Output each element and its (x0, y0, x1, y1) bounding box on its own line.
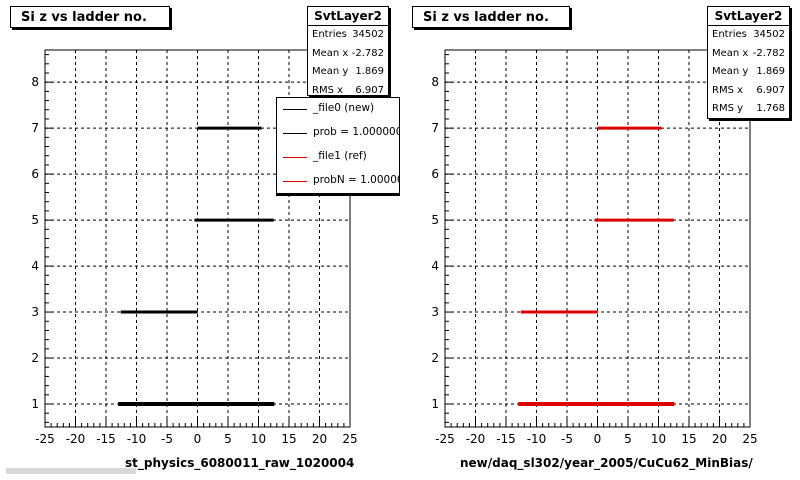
stats-label: RMS x (312, 84, 344, 96)
left-legend: _file0 (new) prob = 1.000000 _file1 (ref… (276, 97, 400, 194)
left-stats-name: SvtLayer2 (308, 7, 388, 26)
stats-value: 6.907 (756, 84, 785, 96)
x-tick-label: -15 (496, 432, 516, 446)
x-tick-label: 5 (624, 432, 632, 446)
x-tick-label: 0 (594, 432, 602, 446)
legend-label: _file0 (new) (313, 102, 375, 114)
right-stats-box: SvtLayer2 Entries 34502 Mean x -2.782 Me… (707, 6, 790, 119)
legend-entry: probN = 1.000000 (277, 170, 399, 192)
x-tick-label: -25 (435, 432, 455, 446)
y-tick-label: 4 (31, 259, 39, 273)
x-tick-label: 10 (651, 432, 666, 446)
x-tick-label: 15 (281, 432, 296, 446)
x-tick-label: -10 (527, 432, 547, 446)
left-x-axis-label: st_physics_6080011_raw_1020004 (125, 456, 355, 470)
legend-label: probN = 1.000000 (313, 174, 399, 186)
x-tick-label: 5 (224, 432, 232, 446)
legend-entry: _file1 (ref) (277, 146, 399, 168)
right-x-axis-label: new/daq_sl302/year_2005/CuCu62_MinBias/ (460, 456, 753, 470)
stats-value: 1.869 (355, 66, 384, 77)
right-stats-row: RMS x 6.907 (708, 82, 789, 101)
left-stats-row: RMS x 6.907 (308, 82, 388, 101)
stats-value: 34502 (352, 29, 384, 40)
y-tick-label: 1 (431, 397, 439, 411)
left-plot-title: Si z vs ladder no. (10, 6, 170, 28)
stats-label: Mean x (312, 47, 349, 59)
y-tick-label: 6 (431, 167, 439, 181)
left-stats-row: Mean x -2.782 (308, 45, 388, 64)
x-tick-label: -10 (127, 432, 147, 446)
x-tick-label: -5 (561, 432, 573, 446)
legend-label: _file1 (ref) (313, 150, 367, 162)
y-tick-label: 5 (31, 213, 39, 227)
stats-label: RMS x (712, 84, 744, 96)
stats-label: Entries (712, 29, 747, 40)
right-stats-row: RMS y 1.768 (708, 100, 789, 119)
x-tick-label: 25 (742, 432, 757, 446)
legend-line-swatch (283, 181, 307, 182)
stats-label: Mean y (712, 66, 749, 77)
left-stats-box: SvtLayer2 Entries 34502 Mean x -2.782 Me… (307, 6, 389, 96)
legend-line-swatch (283, 109, 307, 110)
stats-value: 1.768 (756, 103, 785, 114)
right-stats-row: Mean y 1.869 (708, 63, 789, 82)
stats-label: Mean x (712, 47, 749, 59)
stats-value: -2.782 (752, 47, 785, 59)
legend-line-swatch (283, 133, 307, 134)
stats-label: Mean y (312, 66, 349, 77)
x-tick-label: -25 (35, 432, 55, 446)
footer-timestamp-strip (6, 468, 136, 474)
x-tick-label: 20 (312, 432, 327, 446)
left-stats-row: Mean y 1.869 (308, 63, 388, 82)
right-stats-name: SvtLayer2 (708, 7, 789, 26)
y-tick-label: 7 (431, 121, 439, 135)
y-tick-label: 3 (431, 305, 439, 319)
y-tick-label: 2 (431, 351, 439, 365)
x-tick-label: -5 (161, 432, 173, 446)
stats-value: -2.782 (351, 47, 384, 59)
left-plot-area: -25 -20 -15 -10 -5 0 5 10 15 20 25 1 2 3 4 5 6 7 8 (31, 49, 358, 446)
stats-value: 34502 (753, 29, 785, 40)
stats-value: 6.907 (355, 84, 384, 96)
y-tick-label: 4 (431, 259, 439, 273)
right-plot-title: Si z vs ladder no. (412, 6, 570, 28)
x-tick-label: 15 (681, 432, 696, 446)
stats-value: 1.869 (756, 66, 785, 77)
y-tick-label: 8 (431, 75, 439, 89)
stats-label: RMS y (712, 103, 744, 114)
y-tick-label: 5 (431, 213, 439, 227)
right-stats-row: Mean x -2.782 (708, 45, 789, 64)
stats-label: Entries (312, 29, 347, 40)
y-tick-label: 8 (31, 75, 39, 89)
y-tick-label: 3 (31, 305, 39, 319)
legend-label: prob = 1.000000 (313, 126, 400, 138)
left-stats-row: Entries 34502 (308, 26, 388, 45)
left-histogram-panel: -25 -20 -15 -10 -5 0 5 10 15 20 25 1 2 3 4 5 6 7 8 Si z vs… (10, 6, 400, 470)
x-tick-label: -15 (96, 432, 116, 446)
x-tick-label: 20 (712, 432, 727, 446)
right-plot-area: -25 -20 -15 -10 -5 0 5 10 15 20 25 1 2 3 4 5 6 7 8 (431, 49, 758, 446)
y-tick-label: 1 (31, 397, 39, 411)
y-tick-label: 2 (31, 351, 39, 365)
right-histogram-panel: -25 -20 -15 -10 -5 0 5 10 15 20 25 1 2 3 4 5 6 7 8 Si z vs… (400, 0, 800, 480)
x-tick-label: 0 (194, 432, 202, 446)
right-stats-row: Entries 34502 (708, 26, 789, 45)
x-tick-label: 10 (251, 432, 266, 446)
legend-line-swatch (283, 157, 307, 158)
x-tick-label: -20 (66, 432, 86, 446)
y-tick-label: 7 (31, 121, 39, 135)
x-tick-label: -20 (466, 432, 486, 446)
x-tick-label: 25 (342, 432, 357, 446)
y-tick-label: 6 (31, 167, 39, 181)
legend-entry: _file0 (new) (277, 98, 399, 120)
legend-entry: prob = 1.000000 (277, 122, 400, 144)
